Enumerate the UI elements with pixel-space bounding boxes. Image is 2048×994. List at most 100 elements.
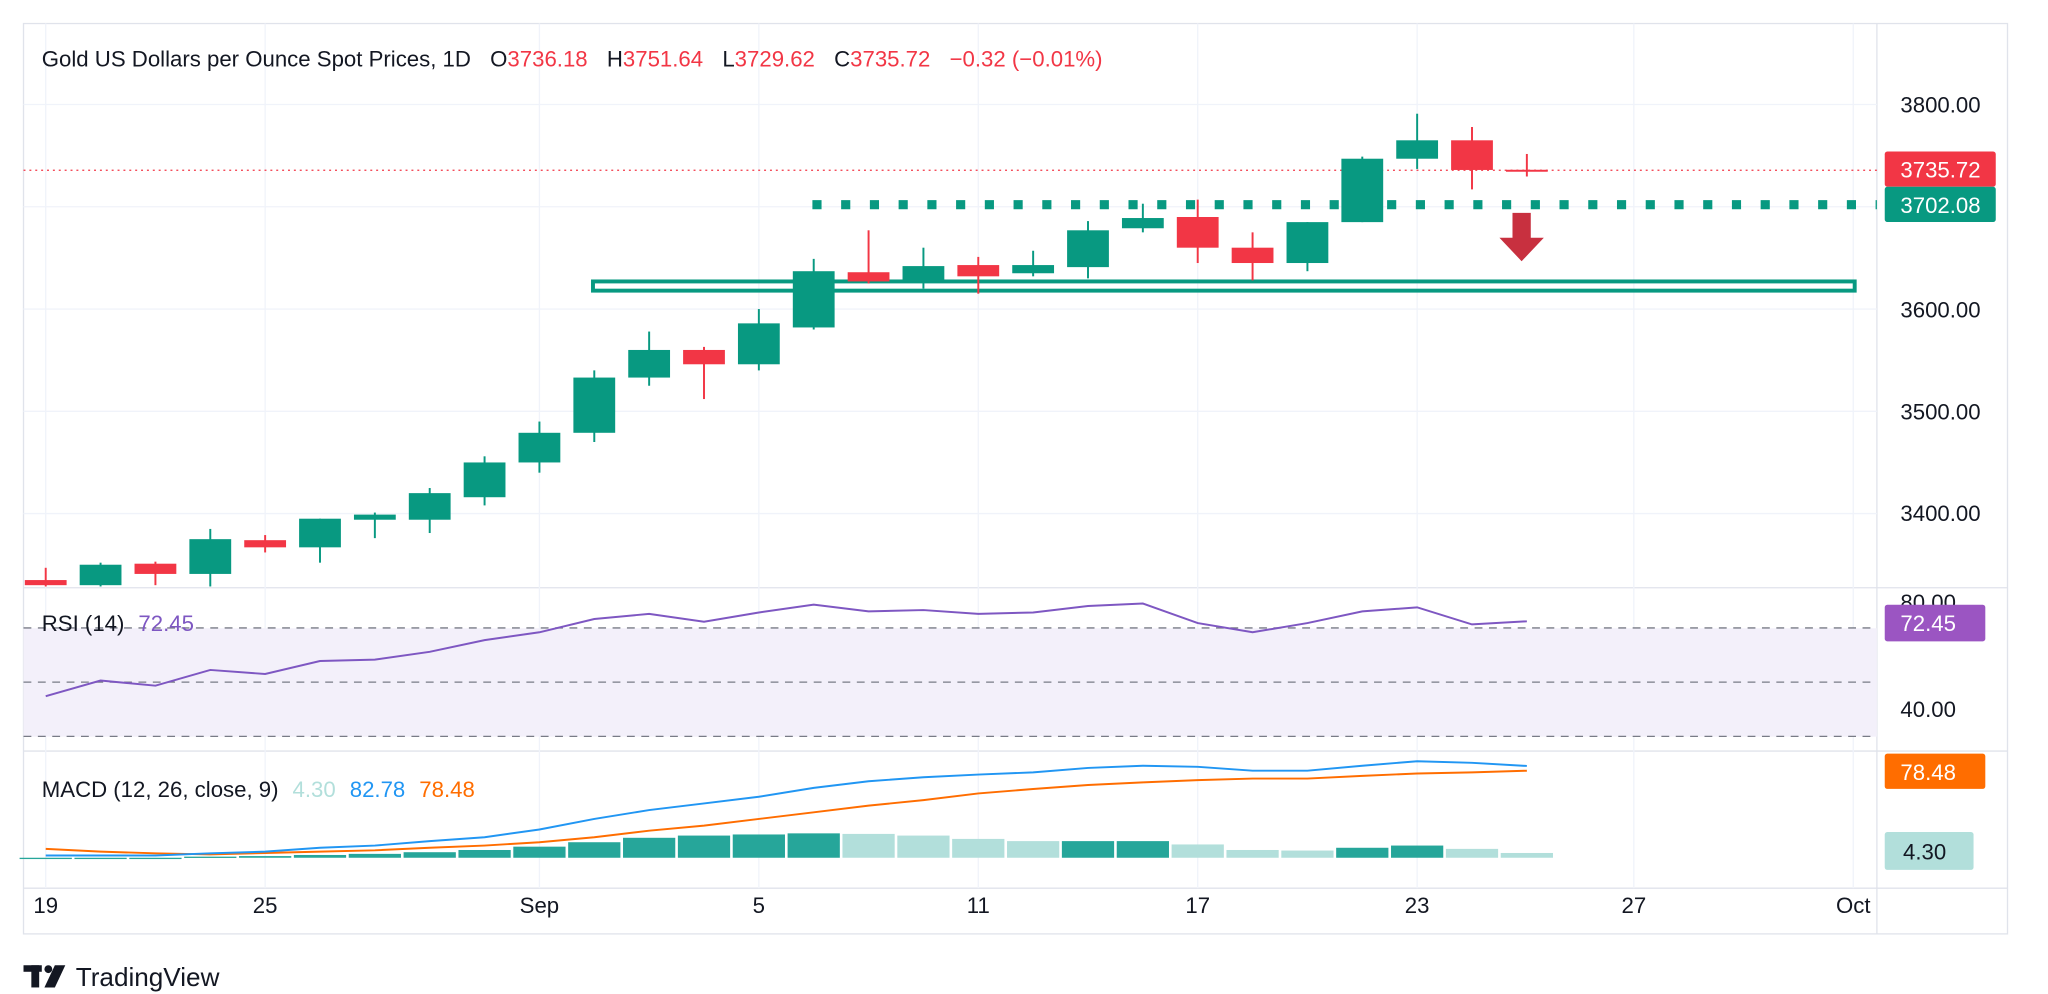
candle-body [518,432,561,463]
chart-frame [22,22,2009,935]
macd-histogram-bar [1391,845,1444,858]
macd-histogram-bar [239,856,292,858]
candle-body [299,518,341,548]
tradingview-logo[interactable]: TradingView [23,962,220,992]
candle [1012,250,1055,277]
candle-body [1067,230,1109,268]
tradingview-logo-icon [23,965,66,988]
macd-histogram-bar [1281,850,1334,858]
change-value: −0.32 (−0.01%) [950,47,1103,72]
high-value: 3751.64 [623,47,703,72]
candle-body [1176,217,1219,248]
macd-histogram-bar [293,854,347,858]
candle-body [1231,247,1274,264]
candle [189,528,232,587]
candle-body [134,563,177,574]
open-value: 3736.18 [507,47,587,72]
macd-signal-label: 78.48 [1900,760,1956,785]
macd-histogram-bar [1116,841,1169,858]
time-tick: 25 [253,893,278,918]
candle [463,456,506,506]
candle [244,535,287,553]
candle-body [463,462,506,498]
macd-histogram-bar [1171,844,1224,858]
macd-histogram-bar [1061,841,1115,858]
candle [353,512,396,539]
close-value: 3735.72 [850,47,930,72]
rsi-axis[interactable]: 80.00 72.45 40.00 [1884,590,1986,722]
macd-histogram-bar [787,833,840,858]
candle [1176,199,1219,264]
macd-histogram-bar [348,853,401,858]
price-tick: 3600.00 [1900,297,1980,322]
macd-histogram-bar [568,842,621,858]
time-axis[interactable]: 19 25 Sep 5 11 17 23 27 Oct [33,893,1870,918]
price-tick: 3400.00 [1900,501,1980,526]
candle [902,247,945,289]
candle-body [1286,222,1329,264]
macd-histogram-bar [19,857,72,860]
support-zone[interactable] [591,279,1857,293]
rsi-legend: RSI (14) 72.45 [42,611,194,636]
candle-body [737,323,780,365]
candle [79,562,122,587]
macd-histogram-bar [1226,849,1279,858]
time-tick: 27 [1621,893,1646,918]
macd-signal-line [45,769,1527,856]
rsi-tick: 40.00 [1900,697,1956,722]
time-tick: 5 [753,893,765,918]
candle-body [353,514,396,520]
macd-histogram-bar [1007,841,1060,858]
gridlines [23,23,1877,889]
macd-histogram-bar [1336,847,1389,858]
candle-body [683,349,725,365]
candle-body [957,265,1000,277]
candle [1231,232,1274,281]
time-tick: 19 [33,893,58,918]
price-axis[interactable]: 3800.00 3600.00 3500.00 3400.00 3735.72 … [1884,92,1996,526]
candle-body [1396,140,1439,159]
down-arrow-icon [1499,212,1544,262]
candle [737,309,780,371]
price-tick: 3500.00 [1900,399,1980,424]
candle [792,258,835,330]
candle [24,567,67,587]
price-tick: 3800.00 [1900,92,1980,117]
candle-body [847,272,890,282]
macd-axis[interactable]: 78.48 4.30 [1884,753,1986,870]
candle [518,421,561,473]
macd-histogram-bar [74,857,127,860]
macd-histogram-bar [513,846,566,858]
macd-panel [19,760,1553,860]
candle-body [792,271,835,328]
macd-histogram-bar [623,837,676,858]
macd-histogram-bar [952,838,1005,858]
candle [1396,113,1439,169]
candle [299,518,341,563]
candle [957,256,1000,294]
macd-histogram-bar [403,852,456,858]
time-tick: 11 [967,893,990,918]
candle-body [628,349,671,378]
macd-histogram-bar [129,857,182,860]
rsi-value-label: 72.45 [1900,611,1956,636]
candle [1451,127,1493,190]
candle-body [573,377,616,433]
candle [1067,221,1109,279]
macd-histogram-bar [1445,848,1499,858]
low-value: 3729.62 [735,47,815,72]
time-tick: 23 [1405,893,1430,918]
candle-body [902,266,945,282]
candle-body [408,493,451,520]
macd-histogram-bar [458,849,511,858]
candle [1341,156,1384,223]
candle [628,331,671,386]
candle [1121,203,1164,233]
tradingview-logo-text: TradingView [76,962,220,992]
macd-histogram-bar [184,856,237,858]
macd-hist-label: 4.30 [1903,839,1946,864]
candle-body [1012,265,1055,274]
candle-body [189,539,232,574]
candle-body [244,540,287,548]
